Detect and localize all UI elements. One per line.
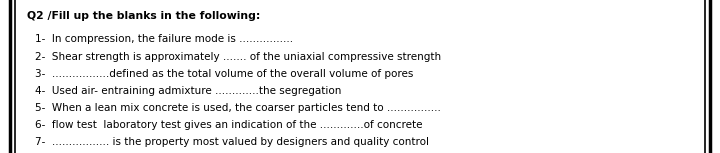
- Text: 1-  In compression, the failure mode is ................: 1- In compression, the failure mode is .…: [35, 34, 293, 44]
- Text: 3-  .................defined as the total volume of the overall volume of pores: 3- .................defined as the total…: [35, 69, 413, 79]
- Text: 6-  flow test  laboratory test gives an indication of the .............of concre: 6- flow test laboratory test gives an in…: [35, 120, 422, 130]
- Text: 5-  When a lean mix concrete is used, the coarser particles tend to ............: 5- When a lean mix concrete is used, the…: [35, 103, 441, 113]
- Text: 4-  Used air- entraining admixture .............the segregation: 4- Used air- entraining admixture ......…: [35, 86, 341, 96]
- Text: 7-  ................. is the property most valued by designers and quality contr: 7- ................. is the property mos…: [35, 137, 428, 147]
- Text: 2-  Shear strength is approximately ....... of the uniaxial compressive strength: 2- Shear strength is approximately .....…: [35, 52, 441, 62]
- Text: Q2 /Fill up the blanks in the following:: Q2 /Fill up the blanks in the following:: [27, 11, 261, 21]
